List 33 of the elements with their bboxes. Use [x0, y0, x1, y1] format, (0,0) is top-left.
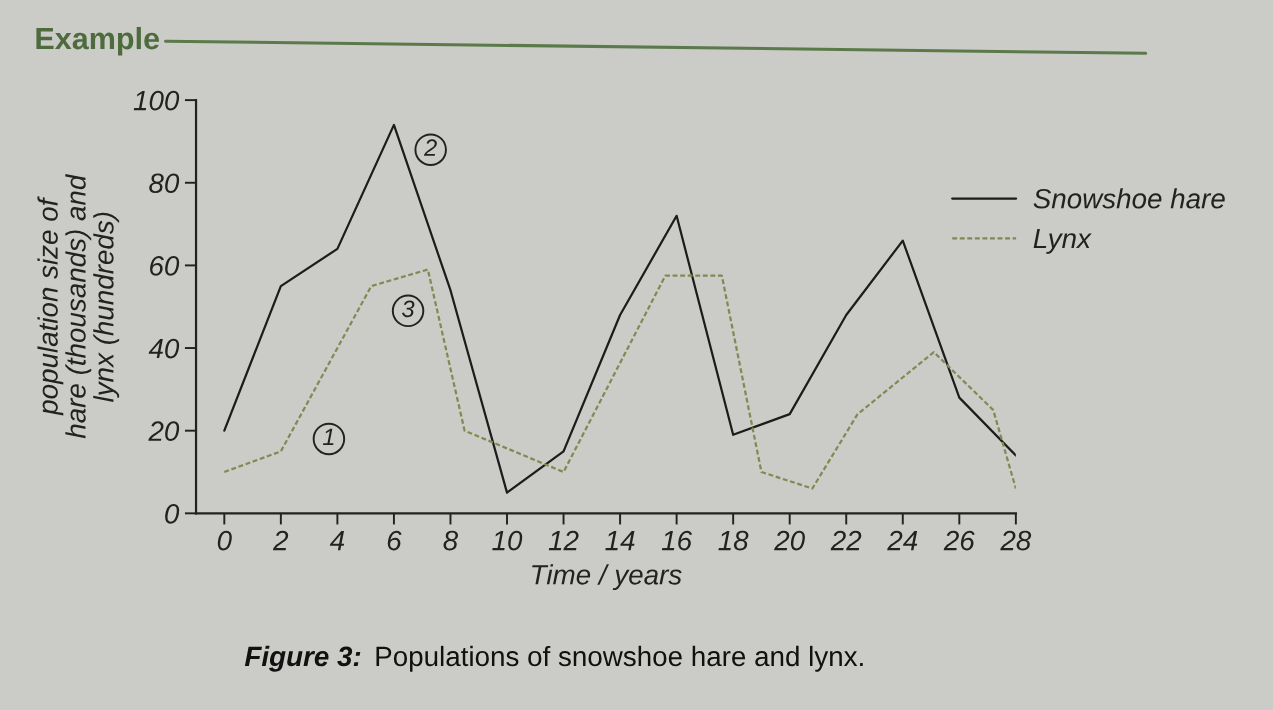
chart-title: Example [36, 26, 160, 56]
y-axis-title: population size of hare (thousands) and lynx (hundreds) [37, 173, 120, 439]
x-tick-label: 8 [443, 530, 459, 551]
x-tick-label: 18 [718, 530, 749, 551]
text: Populations of snowshoe hare and lynx. [376, 645, 863, 672]
x-tick-label: 26 [943, 530, 975, 551]
annotation: 3 [402, 300, 415, 318]
x-tick-label: 4 [329, 531, 345, 551]
line-series [223, 123, 1016, 494]
x-axis-title: Time / years [532, 564, 682, 591]
annotation: 2 [423, 139, 437, 156]
y-tick-label: 80 [149, 173, 180, 194]
y-tick-label: 0 [165, 504, 180, 524]
x-tick-label: 10 [492, 530, 523, 551]
x-tick-label: 28 [1000, 530, 1032, 551]
x-tick-label: 14 [605, 531, 635, 551]
x-tick-label: 0 [217, 530, 232, 551]
annotation: 1 [322, 428, 334, 446]
x-tick-label: 2 [272, 530, 289, 551]
legend-label: Lynx [1033, 228, 1092, 254]
line-series [223, 268, 1016, 490]
y-tick-label: 100 [133, 90, 180, 111]
caption: Figure 3: [244, 645, 361, 672]
x-tick-label: 16 [661, 530, 693, 551]
x-tick-label: 12 [548, 530, 579, 551]
x-tick-label: 6 [387, 530, 402, 551]
y-tick-label: 40 [148, 338, 180, 359]
y-tick-label: 60 [150, 256, 180, 276]
x-tick-label: 20 [774, 530, 805, 551]
x-tick-label: 24 [887, 530, 918, 551]
legend-label: Snowshoe hare [1033, 188, 1225, 209]
y-tick-label: 20 [148, 421, 180, 442]
x-tick-label: 22 [830, 530, 862, 551]
